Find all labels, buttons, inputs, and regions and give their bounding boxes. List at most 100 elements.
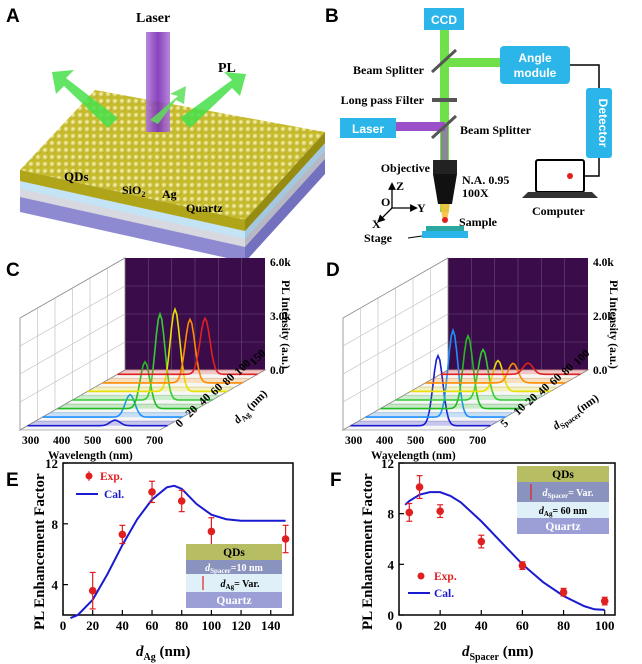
exp-point — [600, 597, 609, 605]
x-tick-label: 120 — [231, 618, 251, 633]
sample-spot-icon — [442, 217, 448, 223]
panel-d: D 0.0 2.0k 4.0k PL Intensity (a.u.) 300 … — [326, 257, 619, 462]
ag-layer-front — [20, 188, 245, 247]
axis-z-label: Z — [396, 179, 404, 193]
x-tick-1: 400 — [53, 435, 71, 447]
qd-layer-side — [245, 132, 325, 231]
na-label: N.A. 0.95 — [462, 173, 509, 187]
beam-splitter-top-label: Beam Splitter — [353, 63, 425, 77]
focus-spot-icon — [440, 204, 450, 222]
exp-point — [177, 497, 186, 505]
z-tick-1: 2.0k — [593, 311, 614, 323]
depth-axis-label: dAg (nm) — [232, 388, 272, 428]
spectrum-line-60 — [410, 359, 551, 393]
inset-spacer-label: dSpacer=10 nm — [205, 563, 263, 575]
inset-spacer — [186, 560, 282, 574]
depth-ticks: 0 20 40 60 80 100 150 — [174, 347, 269, 430]
laser-box-label: Laser — [352, 122, 384, 136]
legend-exp-marker — [417, 572, 425, 580]
layer-inset: QDs dSpacer=10 nm dAg= Var. Quartz — [186, 544, 282, 608]
legend-exp-label: Exp. — [100, 471, 123, 483]
z-tick-2: 6.0k — [270, 257, 291, 269]
exp-points — [405, 475, 609, 606]
y-tick-0: 5 — [499, 417, 512, 430]
x-tick-label: 80 — [175, 618, 188, 633]
exp-point — [281, 535, 290, 543]
axis-o-label: O — [381, 195, 390, 209]
side-grid-line — [19, 313, 126, 375]
axis-x-label: X — [372, 217, 381, 231]
y-axis-label: PL Enhancement Factor — [360, 473, 376, 630]
ag-layer-side — [245, 150, 325, 247]
y-tick-label: 12 — [381, 456, 394, 471]
spectra — [350, 327, 590, 427]
inset-ag-label: dAg= 60 nm — [539, 506, 588, 518]
x-axis-label: dSpacer (nm) — [462, 644, 534, 663]
inset-spacer — [517, 482, 609, 502]
y-tick-label: 8 — [52, 517, 59, 532]
x-tick-label: 0 — [60, 618, 67, 633]
stage-block — [422, 231, 468, 238]
y-axis-label: PL Enhancement Factor — [32, 473, 48, 630]
spectrum-line-20 — [42, 393, 183, 418]
inset-ag — [186, 574, 282, 592]
legend-cal-label: Cal. — [104, 489, 124, 501]
exp-point — [88, 586, 97, 595]
ag-label: Ag — [162, 187, 177, 201]
exp-point — [207, 527, 216, 536]
pl-arrows — [52, 70, 246, 128]
legend-cal-label: Cal. — [434, 588, 454, 600]
spectrum-ribbon — [410, 386, 560, 392]
pl-arrow-mid-icon — [150, 86, 186, 124]
inset-qds-label: QDs — [223, 547, 245, 559]
ccd-label: CCD — [431, 13, 457, 27]
computer-icon — [522, 159, 598, 198]
inset-qds-label: QDs — [552, 469, 574, 481]
beam-splitter-bottom-icon — [430, 114, 458, 140]
ticks: 0 20 40 60 80 100 0 4 8 12 — [381, 456, 614, 633]
inset-spacer-label: dSpacer= Var. — [543, 488, 594, 500]
qds-label: QDs — [64, 169, 89, 184]
quartz-layer-front — [20, 196, 245, 262]
objective-lens-icon — [433, 174, 457, 204]
inset-quartz-label: Quartz — [216, 595, 251, 607]
beam-splitter-bottom-label: Beam Splitter — [460, 123, 532, 137]
x-tick-0: 300 — [345, 435, 363, 447]
x-tick-label: 140 — [261, 618, 281, 633]
angle-module-box — [500, 46, 570, 84]
side-grid-line — [342, 341, 449, 403]
spectrum-line-10 — [365, 327, 506, 418]
panel-d-label: D — [326, 260, 340, 281]
side-grid-line — [19, 285, 126, 347]
spectrum-line-40 — [395, 347, 536, 401]
computer-label: Computer — [532, 204, 585, 218]
spectrum-ribbon — [425, 377, 575, 383]
x-tick-4: 700 — [146, 435, 164, 447]
spectrum-line-100 — [102, 317, 243, 384]
y-tick-label: 4 — [388, 557, 395, 572]
panel-a: A Laser PL QDs SiO2 Ag Quartz — [6, 6, 325, 262]
inset-qds — [517, 466, 609, 482]
exp-point — [518, 561, 527, 570]
x-axis-label: dAg (nm) — [136, 644, 190, 663]
x-tick-1: 400 — [376, 435, 394, 447]
y-tick-0: 0 — [174, 417, 187, 430]
z-axis-label: PL Intensity (a.u.) — [607, 280, 619, 369]
quartz-layer-side — [245, 158, 325, 262]
sample-label: Sample — [459, 215, 498, 229]
x-tick-2: 500 — [407, 435, 425, 447]
spectrum-line-100 — [440, 362, 581, 376]
exp-point — [415, 483, 424, 491]
panel-e-label: E — [6, 470, 19, 491]
x-tick-0: 300 — [22, 435, 40, 447]
spectrum-ribbon — [440, 369, 590, 375]
x-tick-label: 0 — [396, 618, 403, 633]
panel-f: F 0 20 40 60 80 100 0 4 8 12 PL Enhancement Facto… — [330, 456, 616, 663]
panel-c: C 0.0 3.0k 6.0k PL Intensity (a.u.) 300 … — [6, 257, 291, 462]
panel-c-label: C — [6, 260, 20, 281]
cal-curve — [404, 491, 605, 611]
x-tick-3: 600 — [438, 435, 456, 447]
exp-point — [148, 488, 156, 496]
spectrum-line-5 — [350, 353, 491, 427]
side-wall-grid — [342, 268, 449, 420]
